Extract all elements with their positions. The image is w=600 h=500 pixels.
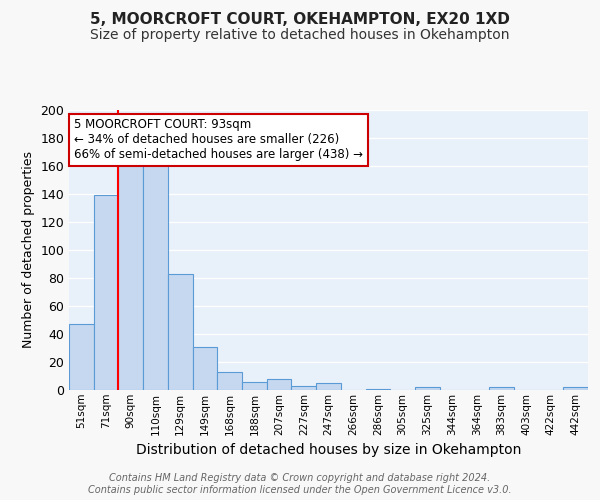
Bar <box>118 155 143 390</box>
Bar <box>267 379 292 390</box>
Bar <box>489 387 514 390</box>
Bar <box>292 386 316 390</box>
Y-axis label: Number of detached properties: Number of detached properties <box>22 152 35 348</box>
Bar <box>193 346 217 390</box>
Bar <box>365 388 390 390</box>
Bar <box>168 274 193 390</box>
Bar <box>69 324 94 390</box>
Bar <box>143 164 168 390</box>
Text: Size of property relative to detached houses in Okehampton: Size of property relative to detached ho… <box>90 28 510 42</box>
Bar <box>415 387 440 390</box>
Text: 5 MOORCROFT COURT: 93sqm
← 34% of detached houses are smaller (226)
66% of semi-: 5 MOORCROFT COURT: 93sqm ← 34% of detach… <box>74 118 363 162</box>
Bar <box>242 382 267 390</box>
Text: 5, MOORCROFT COURT, OKEHAMPTON, EX20 1XD: 5, MOORCROFT COURT, OKEHAMPTON, EX20 1XD <box>90 12 510 28</box>
Bar <box>217 372 242 390</box>
Text: Contains HM Land Registry data © Crown copyright and database right 2024.
Contai: Contains HM Land Registry data © Crown c… <box>88 474 512 495</box>
Bar <box>563 387 588 390</box>
Bar <box>94 196 118 390</box>
Bar <box>316 383 341 390</box>
X-axis label: Distribution of detached houses by size in Okehampton: Distribution of detached houses by size … <box>136 443 521 457</box>
